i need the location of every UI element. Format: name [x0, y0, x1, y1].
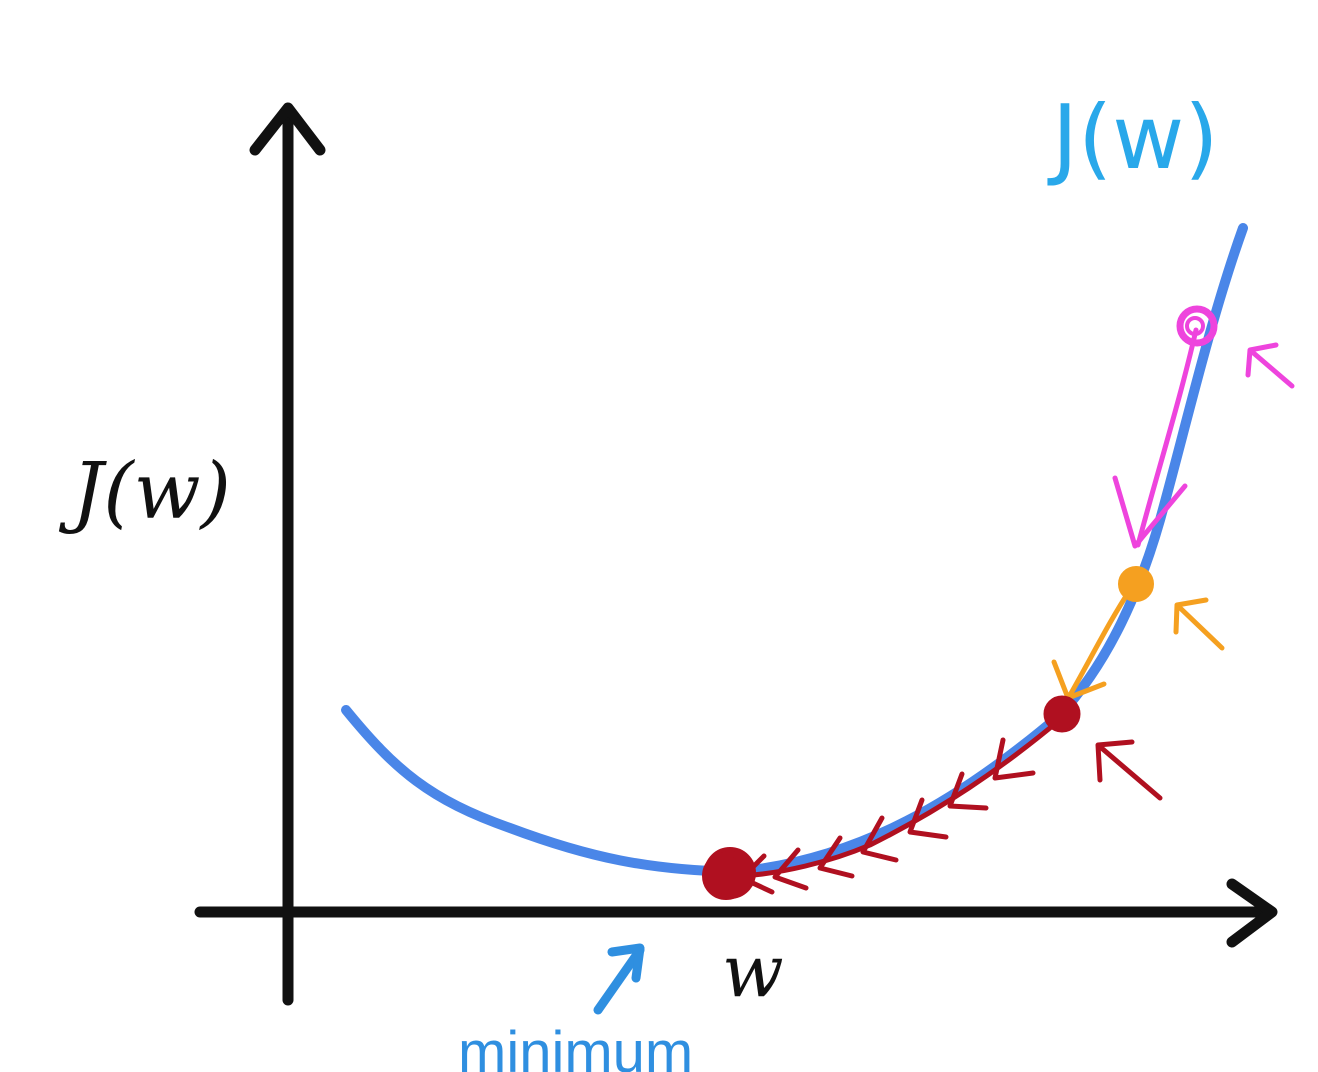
step-1-arrowhead: [1112, 475, 1188, 549]
axes: [194, 102, 1278, 1006]
step-arrowhead-d: [860, 815, 899, 863]
second-point: [1118, 566, 1154, 602]
x-axis-label: w: [722, 929, 784, 1013]
start-point: [1176, 305, 1218, 347]
step-3-group: [702, 695, 1163, 900]
step-arrowhead-e: [817, 835, 855, 879]
step-arrowhead-f: [772, 847, 809, 891]
start-point-inner: [1185, 316, 1205, 336]
minimum-point-outline: [702, 852, 750, 900]
small-steps-path: [737, 715, 1065, 879]
step-3-pointer-arrow: [1095, 739, 1163, 801]
minimum-arrow-head: [607, 943, 645, 983]
step-2-pointer-arrow: [1173, 597, 1225, 651]
x-axis-arrowhead: [1226, 878, 1278, 948]
step-1-pointer-arrow: [1245, 342, 1295, 389]
y-axis-label: J(w): [58, 447, 231, 537]
third-point: [1043, 695, 1081, 733]
step-1-group: [1112, 305, 1295, 549]
step-arrowhead-a: [992, 737, 1036, 781]
step-arrowhead-b: [947, 771, 989, 811]
minimum-arrow-shaft: [593, 945, 645, 1015]
step-1-path: [1135, 327, 1199, 548]
step-2-path: [1067, 587, 1133, 698]
step-arrowhead-c: [907, 797, 949, 840]
minimum-arrow: [593, 943, 645, 1015]
cost-curve: [341, 223, 1248, 878]
curve-label: J(w): [1047, 86, 1219, 189]
minimum-label: minimum: [458, 1020, 693, 1072]
step-2-group: [1051, 566, 1225, 701]
y-axis-arrowhead: [249, 102, 326, 156]
